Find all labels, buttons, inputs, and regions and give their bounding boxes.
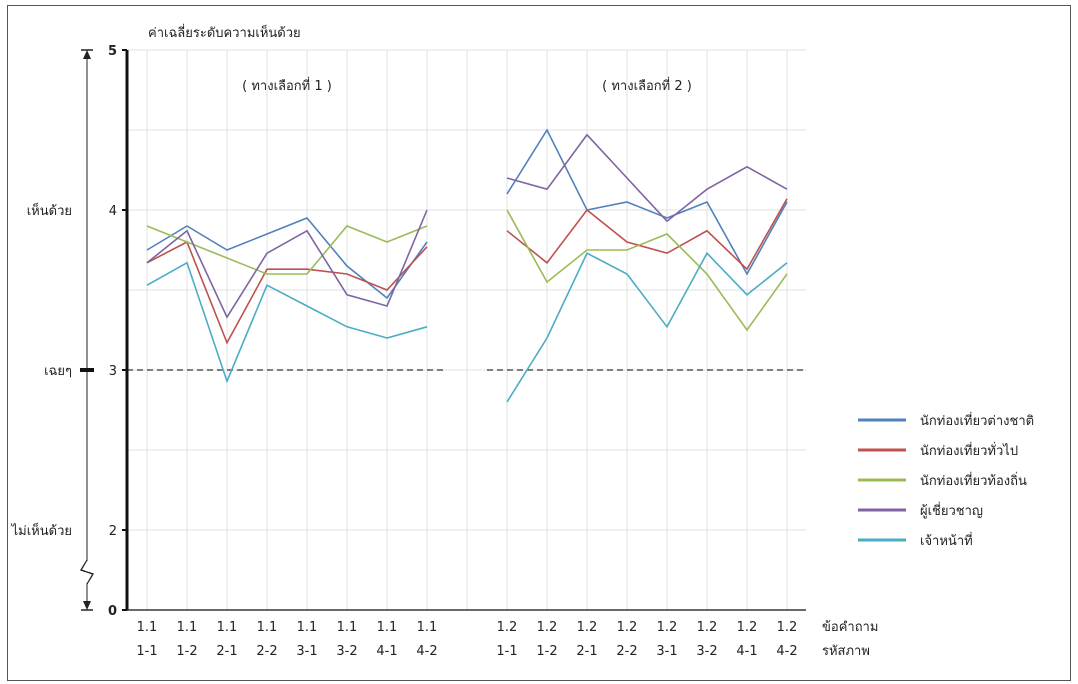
x-tick-label-question: 1.2	[737, 620, 758, 635]
y-tick-label: 3	[109, 364, 117, 379]
x-tick-label-image-code: 1-1	[136, 644, 157, 659]
series-line-2	[506, 198, 788, 271]
series-line-4	[146, 209, 428, 319]
x-tick-label-image-code: 4-2	[776, 644, 797, 659]
x-tick-label-question: 1.1	[337, 620, 358, 635]
x-row-label-image-code: รหัสภาพ	[822, 644, 870, 659]
y-axis-title: ค่าเฉลี่ยระดับความเห็นด้วย	[148, 23, 301, 41]
x-tick-label-question: 1.1	[297, 620, 318, 635]
x-tick-label-image-code: 4-1	[736, 644, 757, 659]
x-tick-label-image-code: 3-2	[336, 644, 357, 659]
series-line-2	[146, 240, 428, 345]
x-tick-label-image-code: 4-1	[376, 644, 397, 659]
y-tick-label: 4	[109, 204, 117, 219]
x-tick-label-question: 1.1	[177, 620, 198, 635]
legend-label: นักท่องเที่ยวท้องถิ่น	[920, 472, 1027, 489]
x-tick-label-question: 1.2	[777, 620, 798, 635]
x-tick-label-image-code: 4-2	[416, 644, 437, 659]
x-row-label-question: ข้อคำถาม	[822, 620, 878, 635]
x-tick-label-question: 1.2	[577, 620, 598, 635]
legend-label: นักท่องเที่ยวต่างชาติ	[920, 412, 1034, 429]
series-line-5	[506, 251, 788, 403]
x-tick-label-question: 1.2	[617, 620, 638, 635]
x-tick-label-question: 1.1	[217, 620, 238, 635]
x-tick-label-image-code: 3-1	[656, 644, 677, 659]
legend-label: เจ้าหน้าที่	[920, 532, 973, 549]
series-line-1	[146, 217, 428, 300]
x-tick-label-image-code: 2-2	[256, 644, 277, 659]
x-tick-label-question: 1.1	[417, 620, 438, 635]
x-tick-label-question: 1.2	[537, 620, 558, 635]
chart-frame	[7, 5, 1071, 681]
x-tick-label-image-code: 2-2	[616, 644, 637, 659]
x-tick-label-image-code: 1-2	[176, 644, 197, 659]
series-line-5	[146, 261, 428, 384]
y-tick-label: 0	[108, 604, 117, 619]
scale-label: ไม่เห็นด้วย	[11, 521, 72, 539]
x-tick-label-question: 1.1	[257, 620, 278, 635]
group-title: ( ทางเลือกที่ 1 )	[242, 77, 332, 94]
x-tick-label-image-code: 3-1	[296, 644, 317, 659]
series-line-4	[506, 133, 788, 223]
scale-label: เห็นด้วย	[27, 201, 72, 219]
x-tick-label-question: 1.1	[377, 620, 398, 635]
x-tick-label-image-code: 1-1	[496, 644, 517, 659]
legend-label: นักท่องเที่ยวทั่วไป	[920, 442, 1018, 459]
axis-break-icon	[80, 559, 94, 585]
chart-grid	[127, 49, 806, 610]
chart-axes	[80, 49, 806, 611]
x-tick-label-image-code: 3-2	[696, 644, 717, 659]
arrow-down-icon	[83, 601, 91, 610]
y-tick-label: 2	[109, 524, 117, 539]
series-line-3	[506, 209, 788, 332]
x-tick-label-image-code: 2-1	[216, 644, 237, 659]
x-tick-label-question: 1.2	[697, 620, 718, 635]
series-line-1	[506, 128, 788, 276]
group-title: ( ทางเลือกที่ 2 )	[602, 77, 692, 94]
x-tick-label-image-code: 2-1	[576, 644, 597, 659]
y-tick-label: 5	[108, 44, 117, 59]
chart-series	[146, 128, 788, 403]
x-tick-label-question: 1.1	[137, 620, 158, 635]
chart-labels: 5 4 3 2 0 ค่าเฉลี่ยระดับความเห็นด้วยเห็นด้วยเ…	[11, 23, 879, 659]
arrow-up-icon	[83, 50, 91, 59]
x-tick-label-image-code: 1-2	[536, 644, 557, 659]
chart-legend: นักท่องเที่ยวต่างชาตินักท่องเที่ยวทั่วไป…	[858, 412, 1034, 549]
scale-label: เฉยๆ	[44, 364, 72, 379]
x-tick-label-question: 1.2	[657, 620, 678, 635]
legend-label: ผู้เชี่ยวชาญ	[920, 502, 983, 519]
x-tick-label-question: 1.2	[497, 620, 518, 635]
